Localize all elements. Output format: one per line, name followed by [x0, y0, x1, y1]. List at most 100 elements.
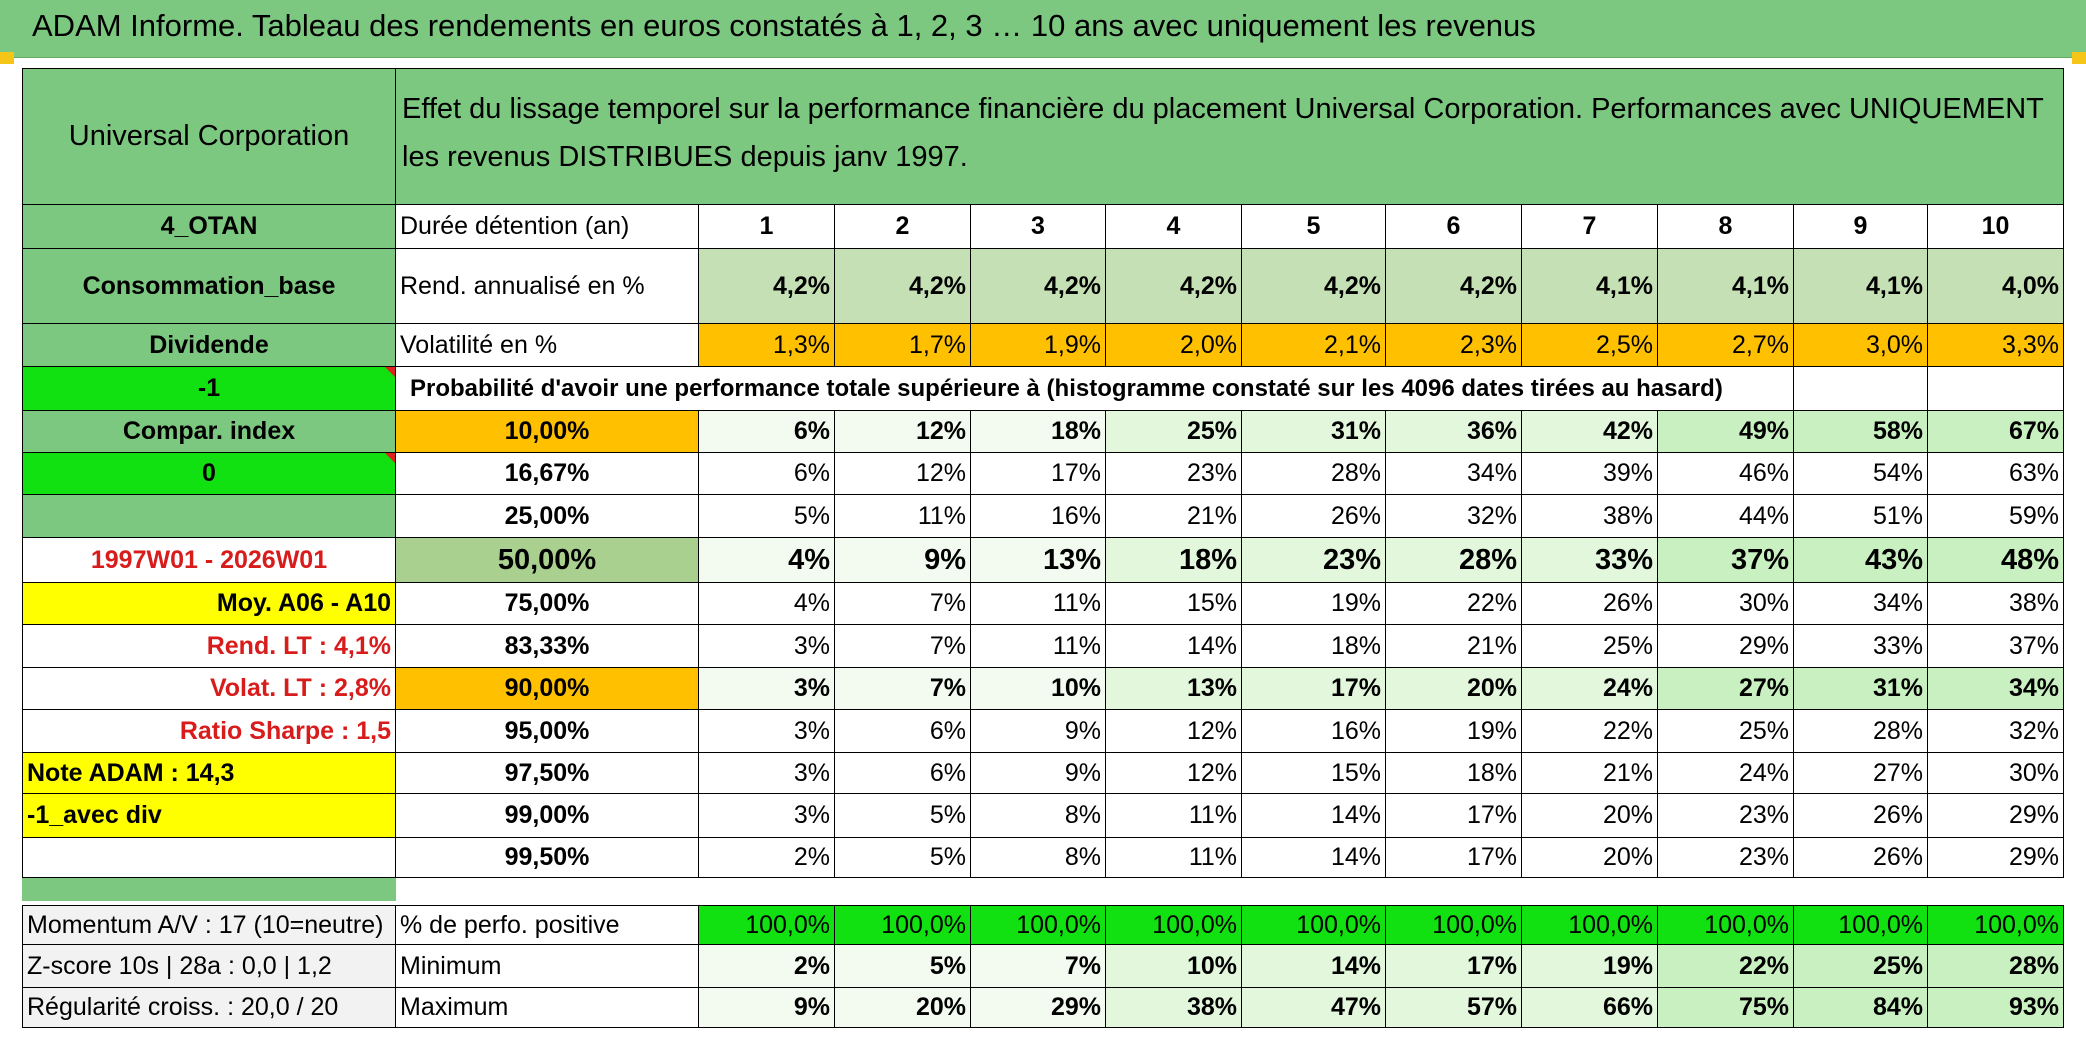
proba-value: 59% — [1928, 495, 2064, 538]
positive-value: 100,0% — [1242, 905, 1386, 945]
proba-value: 7% — [835, 583, 971, 625]
maximum-value: 66% — [1522, 988, 1658, 1028]
proba-value: 33% — [1522, 538, 1658, 583]
avec-div-label: -1_avec div — [22, 794, 396, 838]
rend-value: 4,2% — [699, 249, 835, 324]
proba-value: 22% — [1522, 710, 1658, 753]
compar-index-label: Compar. index — [22, 411, 396, 453]
year-header: 7 — [1522, 205, 1658, 249]
proba-value: 9% — [971, 710, 1106, 753]
proba-value: 4% — [699, 583, 835, 625]
proba-header: Probabilité d'avoir une performance tota… — [396, 367, 1794, 411]
minimum-value: 7% — [971, 945, 1106, 988]
proba-value: 21% — [1522, 753, 1658, 794]
threshold-cell: 50,00% — [396, 538, 699, 583]
rend-value: 4,2% — [835, 249, 971, 324]
proba-value: 33% — [1794, 625, 1928, 668]
positive-value: 100,0% — [1522, 905, 1658, 945]
rend-value: 4,0% — [1928, 249, 2064, 324]
proba-value: 67% — [1928, 411, 2064, 453]
proba-value: 36% — [1386, 411, 1522, 453]
description-header: Effet du lissage temporel sur la perform… — [396, 68, 2064, 205]
proba-value: 7% — [835, 668, 971, 710]
proba-value: 48% — [1928, 538, 2064, 583]
proba-value: 34% — [1386, 453, 1522, 495]
duree-label: Durée détention (an) — [396, 205, 699, 249]
vol-value: 3,0% — [1794, 324, 1928, 367]
proba-value: 25% — [1522, 625, 1658, 668]
proba-value: 42% — [1522, 411, 1658, 453]
positive-value: 100,0% — [1928, 905, 2064, 945]
proba-value: 17% — [1242, 668, 1386, 710]
proba-value: 32% — [1386, 495, 1522, 538]
positive-value: 100,0% — [1386, 905, 1522, 945]
proba-value: 54% — [1794, 453, 1928, 495]
vol-label: Volatilité en % — [396, 324, 699, 367]
proba-value: 14% — [1242, 794, 1386, 838]
minimum-label: Minimum — [396, 945, 699, 988]
proba-value: 31% — [1794, 668, 1928, 710]
rend-value: 4,1% — [1794, 249, 1928, 324]
period-label: 1997W01 - 2026W01 — [22, 538, 396, 583]
proba-value: 26% — [1242, 495, 1386, 538]
proba-value: 3% — [699, 625, 835, 668]
proba-value: 29% — [1928, 794, 2064, 838]
proba-value: 14% — [1106, 625, 1242, 668]
proba-value: 37% — [1928, 625, 2064, 668]
proba-value: 18% — [971, 411, 1106, 453]
proba-value: 12% — [835, 453, 971, 495]
minimum-value: 19% — [1522, 945, 1658, 988]
rend-label: Rend. annualisé en % — [396, 249, 699, 324]
momentum-label: Momentum A/V : 17 (10=neutre) — [22, 905, 396, 945]
maximum-value: 84% — [1794, 988, 1928, 1028]
proba-value: 51% — [1794, 495, 1928, 538]
maximum-value: 57% — [1386, 988, 1522, 1028]
proba-value: 28% — [1386, 538, 1522, 583]
proba-value: 24% — [1658, 753, 1794, 794]
vol-value: 2,7% — [1658, 324, 1794, 367]
proba-value: 14% — [1242, 838, 1386, 878]
proba-value: 23% — [1658, 794, 1794, 838]
year-header: 3 — [971, 205, 1106, 249]
proba-value: 13% — [1106, 668, 1242, 710]
proba-value: 15% — [1242, 753, 1386, 794]
positive-value: 100,0% — [1794, 905, 1928, 945]
proba-value: 27% — [1658, 668, 1794, 710]
proba-value: 8% — [971, 838, 1106, 878]
proba-value: 25% — [1658, 710, 1794, 753]
proba-value: 20% — [1522, 838, 1658, 878]
proba-value: 11% — [1106, 794, 1242, 838]
proba-value: 37% — [1658, 538, 1794, 583]
proba-value: 44% — [1658, 495, 1794, 538]
proba-value: 58% — [1794, 411, 1928, 453]
proba-value: 23% — [1242, 538, 1386, 583]
blank-cell — [1928, 367, 2064, 411]
year-header: 6 — [1386, 205, 1522, 249]
proba-value: 19% — [1242, 583, 1386, 625]
threshold-cell: 83,33% — [396, 625, 699, 668]
threshold-cell: 90,00% — [396, 668, 699, 710]
proba-value: 18% — [1242, 625, 1386, 668]
positive-label: % de perfo. positive — [396, 905, 699, 945]
proba-value: 20% — [1386, 668, 1522, 710]
proba-value: 8% — [971, 794, 1106, 838]
proba-value: 3% — [699, 794, 835, 838]
proba-value: 11% — [971, 625, 1106, 668]
rend-value: 4,1% — [1658, 249, 1794, 324]
corner-marker-right — [2072, 52, 2086, 64]
proba-value: 49% — [1658, 411, 1794, 453]
proba-value: 20% — [1522, 794, 1658, 838]
maximum-value: 47% — [1242, 988, 1386, 1028]
proba-value: 9% — [835, 538, 971, 583]
proba-value: 28% — [1242, 453, 1386, 495]
corner-marker-left — [0, 52, 14, 64]
vol-value: 2,5% — [1522, 324, 1658, 367]
year-header: 10 — [1928, 205, 2064, 249]
maximum-value: 75% — [1658, 988, 1794, 1028]
positive-value: 100,0% — [835, 905, 971, 945]
proba-value: 28% — [1794, 710, 1928, 753]
year-header: 5 — [1242, 205, 1386, 249]
proba-value: 31% — [1242, 411, 1386, 453]
proba-value: 18% — [1106, 538, 1242, 583]
maximum-value: 29% — [971, 988, 1106, 1028]
